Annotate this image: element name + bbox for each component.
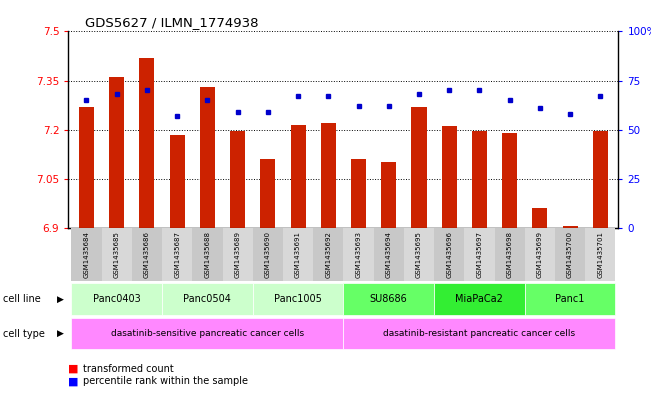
Bar	[351, 159, 366, 228]
Bar	[79, 107, 94, 228]
Bar	[533, 208, 547, 228]
Text: GSM1435687: GSM1435687	[174, 231, 180, 278]
Text: GSM1435698: GSM1435698	[506, 231, 512, 278]
Text: dasatinib-sensitive pancreatic cancer cells: dasatinib-sensitive pancreatic cancer ce…	[111, 329, 304, 338]
Bar	[411, 107, 426, 228]
Text: percentile rank within the sample: percentile rank within the sample	[83, 376, 248, 386]
Bar	[525, 228, 555, 281]
Text: GSM1435692: GSM1435692	[326, 231, 331, 278]
Bar	[343, 283, 434, 315]
Bar	[223, 228, 253, 281]
Text: GSM1435697: GSM1435697	[477, 231, 482, 278]
Text: GDS5627 / ILMN_1774938: GDS5627 / ILMN_1774938	[85, 16, 258, 29]
Bar	[502, 133, 517, 228]
Bar	[253, 228, 283, 281]
Text: GSM1435686: GSM1435686	[144, 231, 150, 278]
Text: ■: ■	[68, 376, 79, 386]
Bar	[109, 77, 124, 228]
Bar	[162, 283, 253, 315]
Text: Panc1005: Panc1005	[274, 294, 322, 304]
Text: Panc0403: Panc0403	[93, 294, 141, 304]
Text: Panc1: Panc1	[555, 294, 585, 304]
Bar	[102, 228, 132, 281]
Bar	[343, 228, 374, 281]
Bar	[374, 228, 404, 281]
Bar	[434, 228, 464, 281]
Bar	[200, 87, 215, 228]
Text: dasatinib-resistant pancreatic cancer cells: dasatinib-resistant pancreatic cancer ce…	[383, 329, 575, 338]
Text: ▶: ▶	[57, 295, 64, 303]
Text: GSM1435693: GSM1435693	[355, 231, 361, 278]
Bar	[381, 162, 396, 228]
Bar	[555, 228, 585, 281]
Bar	[170, 135, 185, 228]
Bar	[464, 228, 495, 281]
Bar	[139, 58, 154, 228]
Bar	[72, 228, 102, 281]
Bar	[441, 127, 457, 228]
Bar	[290, 125, 305, 228]
Text: ■: ■	[68, 364, 79, 374]
Bar	[585, 228, 615, 281]
Text: MiaPaCa2: MiaPaCa2	[456, 294, 503, 304]
Bar	[434, 283, 525, 315]
Bar	[321, 123, 336, 228]
Text: SU8686: SU8686	[370, 294, 408, 304]
Bar	[72, 283, 162, 315]
Text: cell line: cell line	[3, 294, 41, 304]
Text: GSM1435696: GSM1435696	[446, 231, 452, 278]
Text: transformed count: transformed count	[83, 364, 174, 374]
Bar	[495, 228, 525, 281]
Bar	[562, 226, 577, 228]
Text: GSM1435694: GSM1435694	[386, 231, 392, 278]
Bar	[472, 131, 487, 228]
Bar	[343, 318, 615, 349]
Text: GSM1435701: GSM1435701	[598, 231, 603, 278]
Bar	[593, 131, 608, 228]
Bar	[230, 131, 245, 228]
Text: ▶: ▶	[57, 329, 64, 338]
Text: GSM1435700: GSM1435700	[567, 231, 573, 278]
Bar	[525, 283, 615, 315]
Text: GSM1435688: GSM1435688	[204, 231, 210, 278]
Text: GSM1435699: GSM1435699	[537, 231, 543, 278]
Text: GSM1435684: GSM1435684	[83, 231, 89, 278]
Text: GSM1435691: GSM1435691	[295, 231, 301, 278]
Bar	[260, 159, 275, 228]
Bar	[72, 318, 343, 349]
Text: cell type: cell type	[3, 329, 45, 339]
Bar	[283, 228, 313, 281]
Bar	[162, 228, 192, 281]
Bar	[192, 228, 223, 281]
Text: GSM1435689: GSM1435689	[234, 231, 241, 278]
Bar	[253, 283, 343, 315]
Text: Panc0504: Panc0504	[184, 294, 231, 304]
Bar	[313, 228, 343, 281]
Bar	[132, 228, 162, 281]
Bar	[404, 228, 434, 281]
Text: GSM1435690: GSM1435690	[265, 231, 271, 278]
Text: GSM1435685: GSM1435685	[114, 231, 120, 278]
Text: GSM1435695: GSM1435695	[416, 231, 422, 278]
